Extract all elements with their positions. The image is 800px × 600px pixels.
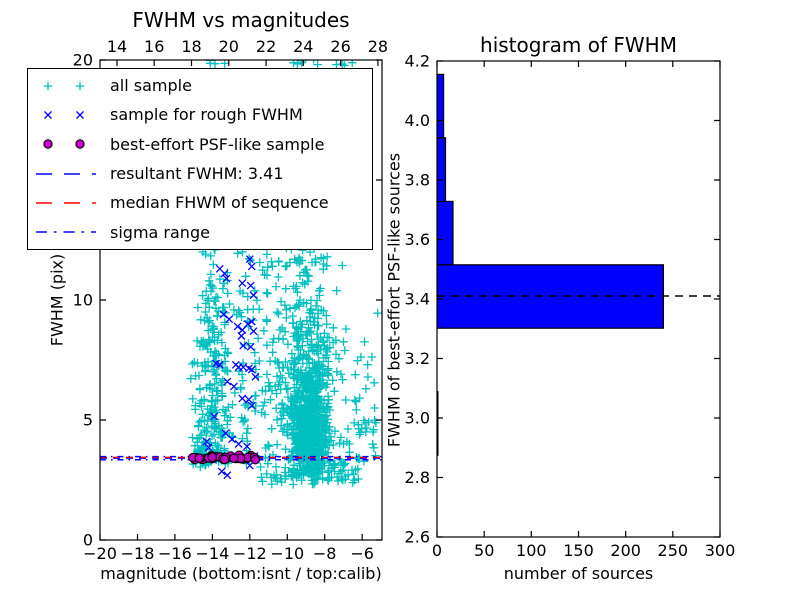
legend-entry: resultant FWHM: 3.41: [28, 159, 372, 188]
legend-entry: best-effort PSF-like sample: [28, 130, 372, 159]
dashdot-legend-marker-icon: [36, 231, 96, 234]
y-tick-label: 20: [73, 51, 93, 70]
x-tick-label: 50: [474, 541, 494, 560]
histogram-bar: [437, 137, 447, 203]
legend-label: sigma range: [110, 222, 210, 242]
legend-label: median FHWM of sequence: [110, 193, 329, 213]
x-tick-label: 300: [705, 541, 736, 560]
axes-frame: −20−18−16−14−12−10−8−6051015201416182022…: [73, 37, 388, 563]
y-tick-label: 3.8: [405, 171, 430, 190]
top-x-tick-label: 16: [144, 37, 164, 56]
legend-entry: sample for rough FWHM: [28, 100, 372, 129]
y-tick-label: 0: [83, 531, 93, 550]
top-x-tick-label: 14: [107, 37, 127, 56]
y-tick-label: 4.0: [405, 111, 430, 130]
legend-entry: median FHWM of sequence: [28, 188, 372, 217]
circle-legend-marker-icon: [43, 139, 85, 150]
legend-label: best-effort PSF-like sample: [110, 134, 325, 154]
x-tick-label: −20: [83, 544, 117, 563]
y-tick-label: 10: [73, 291, 93, 310]
x-tick-label: −14: [196, 544, 230, 563]
top-x-tick-label: 26: [330, 37, 350, 56]
x-tick-label: 100: [516, 541, 547, 560]
y-tick-label: 5: [83, 411, 93, 430]
axes-frame: 0 50 100 150 200 250 300 2.6 2.8 3.0 3.2 3.4 3.6 3.8 4…: [405, 52, 736, 561]
plus-legend-marker-icon: [43, 81, 85, 90]
y-tick-label: 3.4: [405, 290, 430, 309]
dashed-legend-marker-icon: [36, 202, 96, 204]
y-tick-label: 3.6: [405, 230, 430, 249]
x-tick-label: 150: [563, 541, 594, 560]
legend-label: resultant FWHM: 3.41: [110, 164, 284, 184]
histogram-bar: [437, 73, 445, 139]
y-tick-label: 2.6: [405, 528, 430, 547]
x-tick-label: −8: [313, 544, 337, 563]
x-tick-label: −10: [270, 544, 304, 563]
top-x-tick-label: 22: [256, 37, 276, 56]
left-plot-ylabel: FWHM (pix): [47, 253, 67, 347]
right-plot-data-area: [437, 73, 720, 456]
y-tick-label: 3.2: [405, 349, 430, 368]
x-tick-label: −12: [233, 544, 267, 563]
histogram-bar: [437, 200, 454, 266]
y-tick-label: 2.8: [405, 468, 430, 487]
x-tick-label: −6: [350, 544, 374, 563]
x-tick-label: −18: [121, 544, 155, 563]
top-x-tick-label: 28: [368, 37, 388, 56]
x-legend-marker-icon: [44, 111, 84, 119]
top-x-tick-label: 24: [293, 37, 313, 56]
x-tick-label: −16: [158, 544, 192, 563]
legend-label: all sample: [110, 76, 192, 96]
right-plot-ylabel: FWHM of best-effort PSF-like sources: [384, 152, 404, 448]
dashed-legend-marker-icon: [36, 172, 96, 175]
psf-like-sample-points: [188, 450, 261, 465]
right-plot-xlabel: number of sources: [503, 564, 654, 583]
legend-entry: all sample: [28, 71, 372, 100]
right-plot-title: histogram of FWHM: [480, 33, 677, 57]
x-tick-label: 200: [610, 541, 641, 560]
top-x-tick-label: 18: [181, 37, 201, 56]
left-plot-data-area: [100, 60, 382, 489]
left-plot-xlabel: magnitude (bottom:isnt / top:calib): [100, 564, 382, 583]
legend-entry: sigma range: [28, 218, 372, 247]
left-plot-title: FWHM vs magnitudes: [132, 8, 350, 32]
y-tick-label: 4.2: [405, 52, 430, 71]
legend: all sample sample for rough FWHM best-effo…: [27, 68, 373, 250]
legend-label: sample for rough FWHM: [110, 105, 303, 125]
y-tick-label: 3.0: [405, 409, 430, 428]
x-tick-label: 250: [658, 541, 689, 560]
x-tick-label: 0: [432, 541, 442, 560]
top-x-tick-label: 20: [219, 37, 239, 56]
